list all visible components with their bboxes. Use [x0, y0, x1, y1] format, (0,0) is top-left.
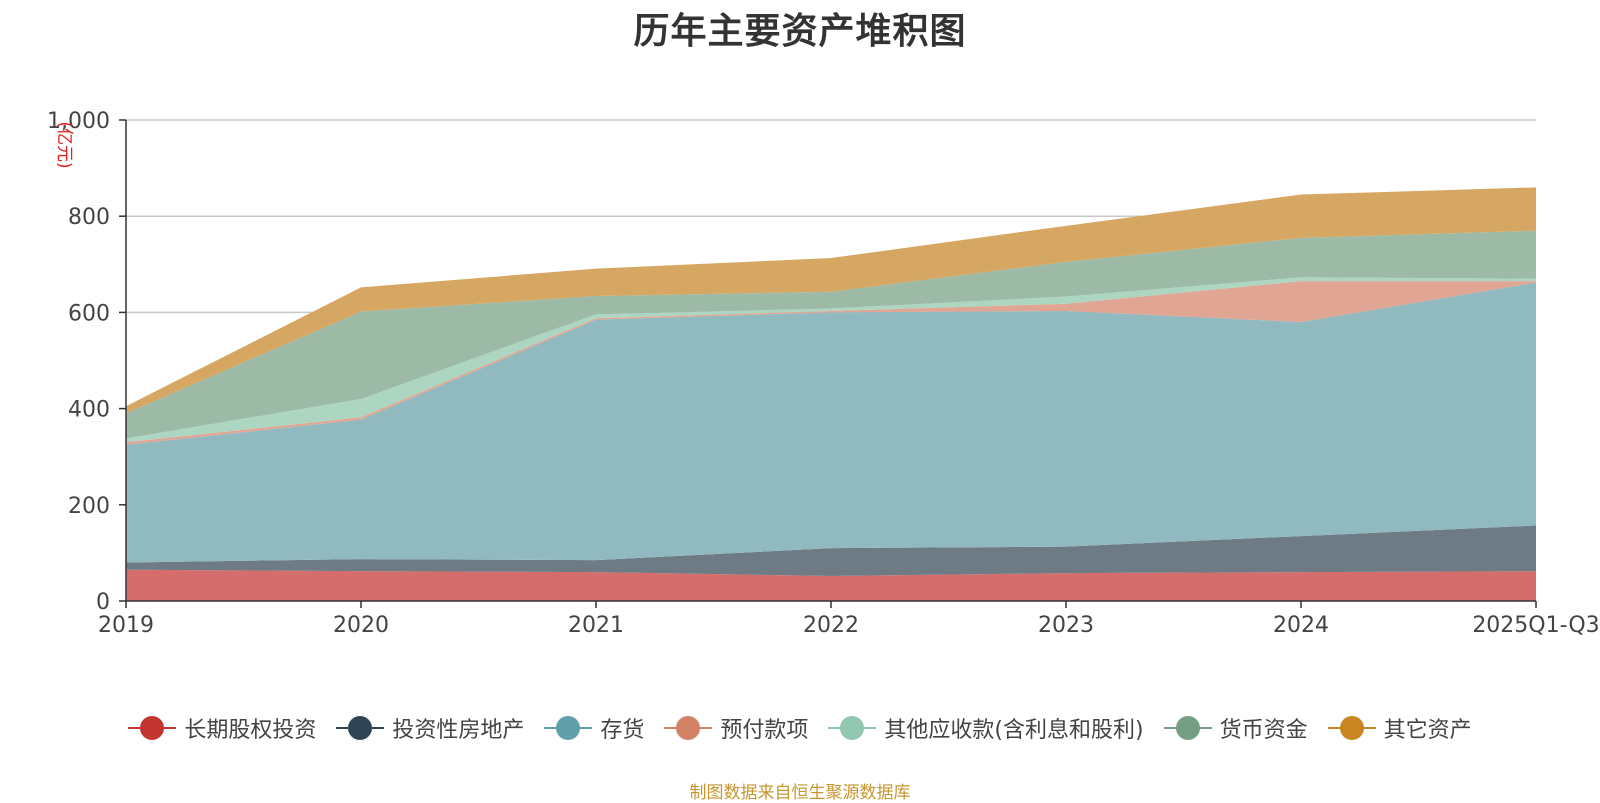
- legend-label: 投资性房地产: [392, 718, 525, 743]
- legend-marker-icon: [1163, 714, 1212, 742]
- y-unit-label: (亿元): [54, 121, 74, 168]
- legend-label: 其它资产: [1383, 718, 1472, 743]
- legend-marker-icon: [336, 714, 385, 742]
- legend-label: 货币资金: [1219, 718, 1308, 743]
- axes: 0 200 400 600 800 1,000 2019 2020 2021 2022 2023 20…: [47, 109, 1600, 638]
- y-tick-label: 400: [68, 398, 110, 423]
- legend-item[interactable]: 预付款项: [664, 712, 808, 744]
- x-tick-label: 2023: [1038, 613, 1094, 638]
- area-其他应收款(含利息和股利): [126, 277, 1536, 443]
- x-tick-label: 2019: [98, 613, 154, 638]
- x-tick-label: 2024: [1273, 613, 1329, 638]
- legend-marker-icon: [544, 714, 593, 742]
- area-货币资金: [126, 230, 1536, 439]
- y-tick-label: 800: [68, 205, 110, 230]
- y-tick-label: 200: [68, 494, 110, 519]
- area-预付款项: [126, 281, 1536, 445]
- legend: 长期股权投资 投资性房地产 存货 预付款项 其他应收款(含利息和股利) 货币资金 其它资产: [0, 712, 1600, 744]
- x-tick-label: 2020: [333, 613, 389, 638]
- legend-item[interactable]: 其它资产: [1327, 712, 1472, 744]
- area-存货: [126, 282, 1536, 563]
- y-tick-label: 1,000: [47, 109, 110, 134]
- legend-label: 预付款项: [720, 718, 809, 743]
- legend-label: 存货: [600, 718, 645, 743]
- legend-item[interactable]: 投资性房地产: [336, 712, 524, 744]
- area-长期股权投资: [126, 569, 1536, 601]
- x-tick-label: 2025Q1-Q3: [1472, 613, 1599, 638]
- x-tick-label: 2021: [568, 613, 624, 638]
- stacked-areas: [126, 187, 1536, 601]
- legend-marker-icon: [664, 714, 713, 742]
- y-tick-label: 0: [96, 590, 110, 615]
- legend-label: 长期股权投资: [184, 718, 317, 743]
- source-note: 制图数据来自恒生聚源数据库: [689, 783, 911, 803]
- x-tick-label: 2022: [803, 613, 859, 638]
- legend-item[interactable]: 其他应收款(含利息和股利): [828, 712, 1144, 744]
- legend-marker-icon: [828, 714, 877, 742]
- legend-item[interactable]: 长期股权投资: [128, 712, 316, 744]
- legend-marker-icon: [128, 714, 177, 742]
- area-其它资产: [126, 187, 1536, 414]
- legend-item[interactable]: 存货: [544, 712, 644, 744]
- area-投资性房地产: [126, 525, 1536, 576]
- legend-item[interactable]: 货币资金: [1163, 712, 1308, 744]
- legend-marker-icon: [1327, 714, 1376, 742]
- legend-label: 其他应收款(含利息和股利): [884, 718, 1144, 743]
- chart-title: 历年主要资产堆积图: [633, 11, 967, 52]
- y-tick-label: 600: [68, 301, 110, 326]
